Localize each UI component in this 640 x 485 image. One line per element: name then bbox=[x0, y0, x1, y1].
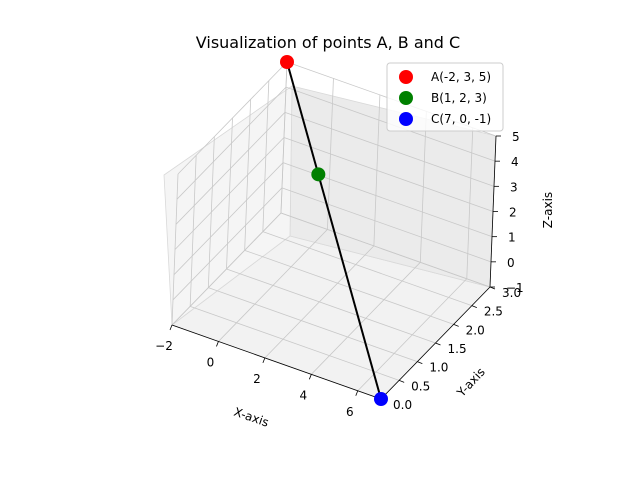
x-tick-mark bbox=[308, 374, 312, 380]
z-tick-label: 2 bbox=[509, 206, 517, 220]
point-b bbox=[311, 167, 326, 182]
y-tick-mark bbox=[399, 379, 405, 383]
z-tick-label: 1 bbox=[508, 231, 516, 245]
z-gridline-left bbox=[177, 61, 288, 175]
y-tick-label: 1.0 bbox=[429, 361, 448, 375]
point-c bbox=[374, 392, 388, 406]
y-tick-label: 3.0 bbox=[502, 286, 521, 300]
y-tick-label: 2.0 bbox=[466, 323, 485, 337]
z-gridline-back bbox=[281, 187, 492, 263]
x-tick-mark bbox=[262, 357, 266, 364]
point-a bbox=[280, 55, 294, 69]
z-tick-label: 0 bbox=[507, 256, 515, 270]
y-gridline-floor bbox=[208, 287, 418, 363]
legend-label-c: C(7, 0, -1) bbox=[431, 112, 491, 126]
left-wall-pane bbox=[163, 85, 293, 326]
y-axis-label: Y-axis bbox=[454, 365, 488, 400]
x-axis-label: X-axis bbox=[232, 405, 271, 430]
z-axis-label: Z-axis bbox=[541, 192, 555, 228]
y-tick-label: 0.5 bbox=[411, 379, 430, 393]
z-tick-labels: −1 0 1 2 3 4 5 bbox=[506, 130, 524, 295]
x-tick-mark bbox=[169, 324, 173, 331]
legend-items: A(-2, 3, 5) B(1, 2, 3) C(7, 0, -1) bbox=[399, 70, 491, 126]
y-gridline-floor bbox=[190, 305, 400, 381]
axes-lines bbox=[169, 135, 501, 402]
z-gridline-back bbox=[284, 111, 495, 187]
x-tick-mark bbox=[355, 390, 359, 396]
legend-box bbox=[386, 62, 504, 132]
y-tick-mark bbox=[417, 361, 423, 365]
legend-label-a: A(-2, 3, 5) bbox=[431, 70, 491, 84]
z-tick-label: 3 bbox=[510, 180, 518, 194]
chart-title: Visualization of points A, B and C bbox=[196, 33, 460, 52]
data-points bbox=[280, 55, 388, 406]
x-tick-label: 2 bbox=[253, 372, 261, 386]
legend-marker-b bbox=[399, 91, 413, 105]
z-tick-label: 4 bbox=[511, 155, 519, 169]
x-tick-label: 4 bbox=[300, 388, 308, 402]
z-gridline-back bbox=[280, 212, 491, 288]
y-tick-label: 2.5 bbox=[484, 305, 503, 319]
x-tick-label: 6 bbox=[346, 405, 354, 419]
legend-label-b: B(1, 2, 3) bbox=[431, 91, 487, 105]
y-tick-labels: 0.0 0.5 1.01.5 2.0 2.5 3.0 bbox=[393, 286, 521, 412]
z-gridline-left bbox=[171, 212, 282, 326]
y-gridline-floor bbox=[262, 231, 472, 307]
z-gridline-back bbox=[283, 137, 494, 212]
x-tick-label: −2 bbox=[155, 339, 173, 353]
y-gridline-floor bbox=[226, 268, 436, 344]
y-tick-label: 0.0 bbox=[393, 398, 412, 412]
segment-a-to-c bbox=[286, 61, 382, 400]
y-tick-mark bbox=[471, 305, 477, 309]
z-gridline-left bbox=[172, 187, 283, 301]
y-tick-label: 1.5 bbox=[448, 342, 467, 356]
x-tick-mark bbox=[216, 341, 219, 347]
z-gridline-left bbox=[173, 162, 284, 275]
z-gridline-left bbox=[175, 112, 286, 225]
z-gridline-left bbox=[174, 137, 285, 250]
y-tick-mark bbox=[435, 342, 441, 346]
z-tick-label: 5 bbox=[512, 130, 520, 144]
z-gridline-left bbox=[176, 86, 287, 200]
x-tick-label: 0 bbox=[207, 355, 215, 369]
x-tick-labels: −2 0 2 4 6 bbox=[155, 339, 353, 419]
z-tick-label: −1 bbox=[506, 281, 524, 295]
y-tick-mark bbox=[453, 323, 459, 327]
legend-marker-a bbox=[399, 70, 413, 84]
legend-marker-c bbox=[399, 112, 413, 126]
legend: A(-2, 3, 5) B(1, 2, 3) C(7, 0, -1) bbox=[386, 62, 504, 132]
x-axis-line bbox=[171, 324, 382, 400]
